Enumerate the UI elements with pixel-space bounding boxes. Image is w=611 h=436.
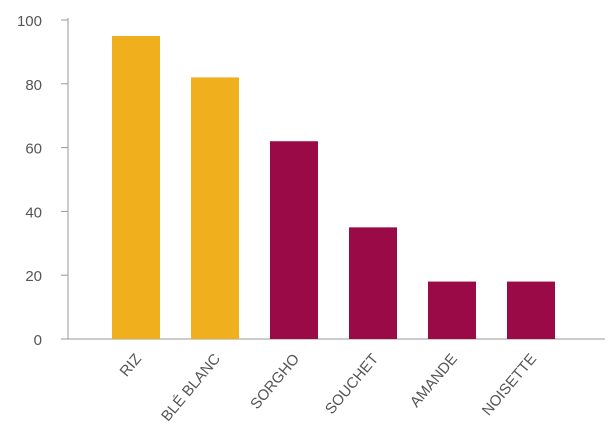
bars <box>112 35 555 340</box>
bar-souchet <box>349 227 397 339</box>
bar-amande <box>428 281 476 339</box>
bar-sorgho <box>270 141 318 339</box>
x-category-label: SORGHO <box>247 351 303 413</box>
x-category-label: NOISETTE <box>479 351 540 419</box>
y-tick-label: 80 <box>25 77 42 94</box>
x-category-label: AMANDE <box>407 351 461 411</box>
y-axis: 0 20 40 60 80 100 <box>17 13 69 349</box>
y-tick-label: 40 <box>25 204 42 221</box>
y-tick-label: 100 <box>17 13 42 30</box>
x-category-label: RIZ <box>117 351 146 380</box>
y-tick-label: 20 <box>25 268 42 285</box>
category-labels: RIZ BLÉ BLANC SORGHO SOUCHET AMANDE NOISETTE <box>117 351 541 425</box>
bar-riz <box>112 35 160 339</box>
bar-noisette <box>507 281 555 339</box>
y-tick-label: 0 <box>34 332 42 349</box>
x-category-label: SOUCHET <box>322 351 382 418</box>
bar-bl-blanc <box>191 77 239 340</box>
x-category-label: BLÉ BLANC <box>158 351 224 425</box>
y-tick-label: 60 <box>25 141 42 158</box>
